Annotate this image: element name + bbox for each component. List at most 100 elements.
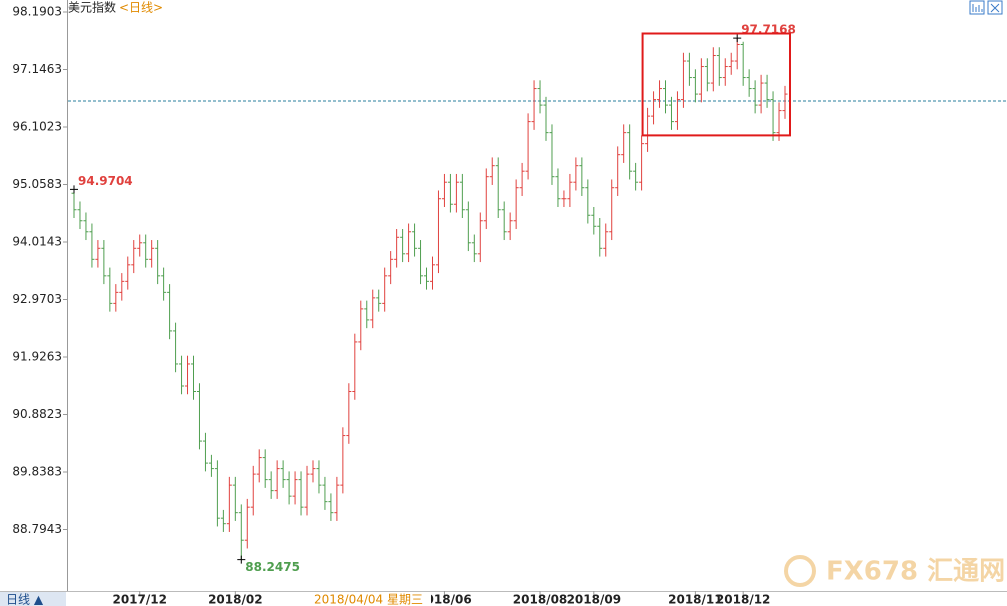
ohlc-bar xyxy=(567,173,573,207)
ohlc-bar xyxy=(83,212,89,241)
ohlc-bar xyxy=(746,69,752,97)
ohlc-bar xyxy=(298,471,304,516)
ohlc-bar xyxy=(585,179,591,224)
icon-glyph xyxy=(990,3,1000,13)
x-tick-label: 2018/12 xyxy=(716,593,770,606)
ohlc-bar xyxy=(125,256,131,290)
ohlc-bar xyxy=(274,460,280,499)
ohlc-bar xyxy=(453,173,459,213)
ohlc-bar xyxy=(651,91,657,125)
ohlc-bar xyxy=(388,251,394,285)
ohlc-bar xyxy=(424,267,430,290)
ohlc-bar xyxy=(173,322,179,373)
ohlc-bar xyxy=(663,80,669,114)
ohlc-bar xyxy=(376,289,382,312)
ohlc-bar xyxy=(483,168,489,230)
ohlc-bar xyxy=(561,190,567,207)
y-tick-label: 91.9263 xyxy=(12,350,62,364)
ohlc-bar xyxy=(101,240,107,285)
ohlc-bar xyxy=(609,179,615,241)
ohlc-bar xyxy=(519,162,525,196)
y-tick-label: 90.8823 xyxy=(12,407,62,421)
ohlc-bar xyxy=(131,240,137,274)
y-tick-label: 96.1023 xyxy=(12,120,62,134)
ohlc-bar xyxy=(686,52,692,86)
x-tick-label: 2018/08 xyxy=(513,593,567,606)
ohlc-bar xyxy=(639,135,645,191)
ohlc-bar xyxy=(107,267,113,312)
ohlc-bar xyxy=(758,74,764,114)
icon-glyph xyxy=(972,4,983,12)
ohlc-bar xyxy=(710,47,716,92)
y-tick-label: 92.9703 xyxy=(12,292,62,306)
period-button[interactable]: 日线 ▲ xyxy=(6,593,44,606)
ohlc-bar xyxy=(429,256,435,290)
ohlc-bar xyxy=(549,124,555,185)
ohlc-bar xyxy=(190,355,196,400)
ohlc-bar xyxy=(531,80,537,130)
ohlc-bar xyxy=(507,212,513,241)
ohlc-bar xyxy=(501,201,507,241)
ohlc-bar xyxy=(113,284,119,312)
y-tick-label: 97.1463 xyxy=(12,62,62,76)
ohlc-bar xyxy=(346,383,352,444)
ohlc-bar xyxy=(95,240,101,268)
cursor-label: 2018/04/04 星期三 xyxy=(314,593,423,606)
chart-title: 美元指数 xyxy=(68,0,116,15)
ohlc-bar xyxy=(286,471,292,505)
ohlc-bar xyxy=(262,449,268,488)
ohlc-bar xyxy=(185,355,191,395)
ohlc-bar xyxy=(459,173,465,219)
ohlc-bar xyxy=(167,284,173,340)
ohlc-bar xyxy=(740,41,746,86)
ohlc-bar xyxy=(782,85,788,119)
y-tick-label: 95.0583 xyxy=(12,177,62,191)
y-tick-label: 98.1903 xyxy=(12,5,62,19)
ohlc-bar xyxy=(364,300,370,329)
cursor-label-bg xyxy=(311,592,431,606)
plot-area: 98.1903 97.1463 96.1023 95.0583 94.0143 92.97… xyxy=(12,5,1007,606)
y-tick-label: 88.7943 xyxy=(12,522,62,536)
ohlc-bar xyxy=(435,190,441,274)
ohlc-bar xyxy=(340,427,346,494)
y-tick-label: 94.0143 xyxy=(12,235,62,249)
ohlc-bar xyxy=(734,38,740,70)
extreme-cross xyxy=(733,34,742,43)
icon-button[interactable] xyxy=(969,0,985,15)
ohlc-bar xyxy=(597,218,603,257)
ohlc-bar xyxy=(77,201,83,230)
ohlc-bar xyxy=(477,212,483,263)
ohlc-bar xyxy=(220,509,226,532)
ohlc-bar xyxy=(513,179,519,230)
ohlc-bar xyxy=(149,240,155,268)
ohlc-bar xyxy=(441,173,447,207)
ohlc-bar xyxy=(543,96,549,141)
highlight-box xyxy=(641,32,791,137)
ohlc-bar xyxy=(328,493,334,521)
extreme-label: 88.2475 xyxy=(245,560,300,574)
ohlc-bar xyxy=(573,157,579,191)
toolbar-icons[interactable] xyxy=(969,0,1003,15)
ohlc-bar xyxy=(633,162,639,191)
ohlc-bar xyxy=(394,229,400,268)
ohlc-bar xyxy=(226,476,232,532)
watermark-logo xyxy=(784,555,816,587)
ohlc-bar xyxy=(680,52,686,108)
ohlc-bar xyxy=(232,476,238,521)
ohlc-bar xyxy=(722,58,728,86)
ohlc-bar xyxy=(447,173,453,213)
ohlc-bar xyxy=(400,229,406,263)
ohlc-bar xyxy=(119,273,125,301)
extreme-cross xyxy=(70,185,78,194)
ohlc-bar xyxy=(370,289,376,329)
ohlc-bar xyxy=(418,240,424,285)
ohlc-bar xyxy=(471,234,477,263)
period-button-bg[interactable] xyxy=(0,592,66,606)
ohlc-bar xyxy=(179,355,185,395)
ohlc-bar xyxy=(161,267,167,301)
ohlc-bar xyxy=(244,498,250,549)
ohlc-bar xyxy=(692,69,698,103)
watermark-text: FX678 汇通网 xyxy=(826,557,1005,587)
ohlc-bar xyxy=(764,74,770,108)
